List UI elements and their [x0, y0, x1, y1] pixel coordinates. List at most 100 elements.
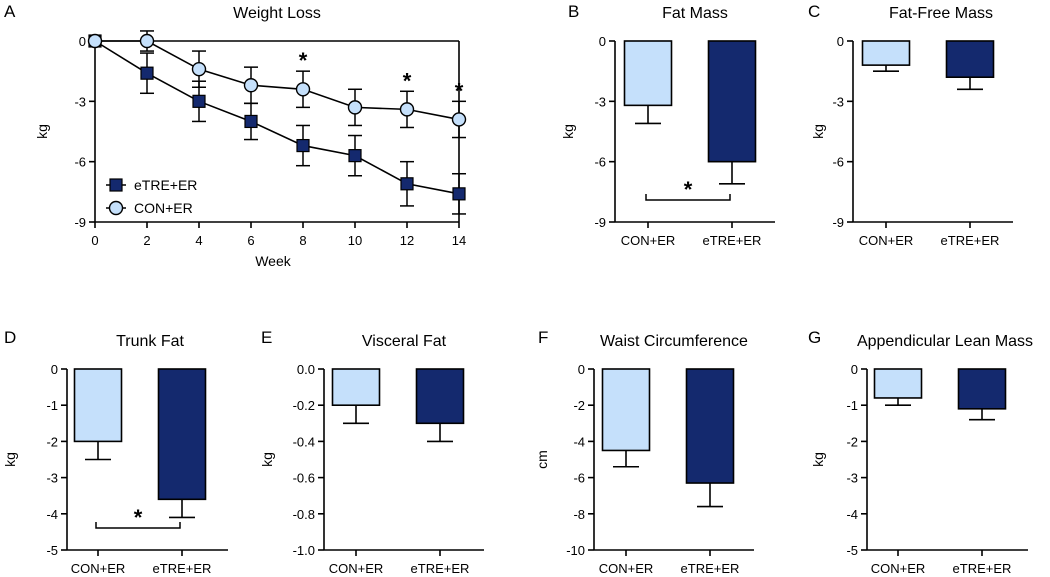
y-tick-label: -3: [846, 471, 858, 486]
y-tick-label: -9: [594, 215, 606, 230]
y-tick-label: -3: [832, 94, 844, 109]
x-tick-label: eTRE+ER: [953, 561, 1012, 576]
y-tick-label: -3: [74, 94, 86, 109]
chart-title: Fat-Free Mass: [889, 5, 993, 22]
chart-title: Fat Mass: [662, 5, 728, 22]
panel-letter: G: [808, 328, 821, 347]
bar-con: [873, 368, 923, 399]
y-axis-title: cm: [534, 450, 550, 469]
y-tick-label: -3: [46, 471, 58, 486]
y-tick-label: -8: [573, 507, 585, 522]
y-tick-label: -2: [846, 434, 858, 449]
y-axis-title: kg: [2, 452, 18, 467]
series-line-etre: [94, 40, 460, 195]
bar-con: [73, 368, 123, 443]
y-tick-label: -5: [46, 543, 58, 558]
panel-letter: C: [808, 2, 820, 21]
y-axis-title: kg: [810, 452, 826, 467]
significance-star: *: [455, 78, 464, 103]
point-etre: [452, 187, 466, 201]
y-tick-label: -0.6: [293, 471, 315, 486]
panel-g-appendicular-lean-mass: G Appendicular Lean Mass 0 -1 -2 -3 -4 -5 kg CON+…: [808, 328, 1033, 576]
x-tick-label: CON+ER: [871, 561, 926, 576]
y-tick-label: -9: [832, 215, 844, 230]
panel-letter: E: [261, 328, 272, 347]
y-tick-label: 0.0: [297, 362, 315, 377]
legend-label: CON+ER: [134, 200, 193, 216]
point-con: [87, 33, 103, 49]
bar-etre: [957, 368, 1007, 410]
panel-f-waist-circumference: F Waist Circumference 0 -2 -4 -6 -8 -10 cm CON+ER…: [534, 328, 754, 576]
bar-etre: [707, 40, 757, 163]
x-axis-title: Week: [255, 253, 292, 269]
panel-letter: B: [568, 2, 579, 21]
point-con: [295, 82, 311, 97]
y-tick-label: -6: [832, 155, 844, 170]
panel-b-fat-mass: B Fat Mass 0 -3 -6 -9 kg CON+ER eTRE+ER *: [560, 2, 775, 248]
figure-panels: A Weight Loss 0 -3 -6 -9 kg 0 2 4 6 8 10 12 14 Week * * * e…: [2, 2, 1033, 576]
y-tick-label: -4: [573, 434, 585, 449]
point-con: [451, 112, 467, 127]
chart-title: Weight Loss: [233, 5, 321, 22]
x-tick-label: CON+ER: [621, 233, 676, 248]
bar-etre: [157, 368, 207, 501]
y-axis-title: kg: [259, 452, 275, 467]
x-tick-label: 6: [247, 233, 254, 248]
point-etre: [400, 177, 414, 191]
y-tick-label: -2: [46, 434, 58, 449]
bar-con: [861, 40, 911, 66]
x-tick-label: CON+ER: [71, 561, 126, 576]
y-tick-label: -0.8: [293, 507, 315, 522]
point-etre: [348, 149, 362, 163]
chart-title: Visceral Fat: [362, 333, 447, 350]
point-etre: [244, 114, 258, 129]
x-tick-label: eTRE+ER: [681, 561, 740, 576]
x-tick-label: CON+ER: [329, 561, 384, 576]
x-tick-label: eTRE+ER: [703, 233, 762, 248]
x-tick-label: 2: [143, 233, 150, 248]
point-con: [399, 102, 415, 117]
panel-letter: F: [538, 328, 548, 347]
point-con: [347, 100, 363, 115]
x-tick-label: 0: [91, 233, 98, 248]
significance-star: *: [403, 68, 412, 93]
x-tick-label: CON+ER: [859, 233, 914, 248]
x-tick-label: eTRE+ER: [411, 561, 470, 576]
y-tick-label: -1.0: [293, 543, 315, 558]
chart-title: Waist Circumference: [600, 333, 748, 350]
y-tick-label: -1: [46, 398, 58, 413]
x-tick-label: 14: [452, 233, 466, 248]
bar-etre: [945, 40, 995, 79]
panel-e-visceral-fat: E Visceral Fat 0.0 -0.2 -0.4 -0.6 -0.8 -1.0 kg CO…: [259, 328, 484, 576]
significance-bracket: [645, 194, 731, 201]
point-con: [139, 33, 155, 49]
bar-con: [331, 368, 381, 407]
panel-letter: D: [4, 328, 16, 347]
series-line-con: [95, 40, 460, 121]
legend-label: eTRE+ER: [134, 177, 197, 193]
y-tick-label: -6: [594, 155, 606, 170]
point-con: [191, 61, 207, 77]
point-etre: [296, 138, 310, 153]
bar-etre: [415, 368, 465, 425]
point-etre: [192, 94, 206, 108]
legend-swatch-con: [108, 200, 124, 216]
y-axis-title: kg: [560, 124, 576, 139]
y-tick-label: -9: [74, 215, 86, 230]
panel-letter: A: [4, 2, 16, 21]
y-tick-label: -10: [566, 543, 585, 558]
significance-star: *: [684, 177, 693, 202]
panel-a-weight-loss: A Weight Loss 0 -3 -6 -9 kg 0 2 4 6 8 10 12 14 Week * * * e…: [4, 2, 466, 269]
x-tick-label: 4: [195, 233, 202, 248]
chart-title: Appendicular Lean Mass: [857, 333, 1033, 350]
significance-star: *: [299, 48, 308, 73]
y-tick-label: -3: [594, 94, 606, 109]
y-tick-label: 0: [578, 362, 585, 377]
y-tick-label: -6: [74, 155, 86, 170]
x-tick-label: eTRE+ER: [941, 233, 1000, 248]
y-axis-title: kg: [34, 124, 50, 139]
y-tick-label: -5: [846, 543, 858, 558]
point-etre: [140, 66, 154, 80]
y-tick-label: -0.2: [293, 398, 315, 413]
